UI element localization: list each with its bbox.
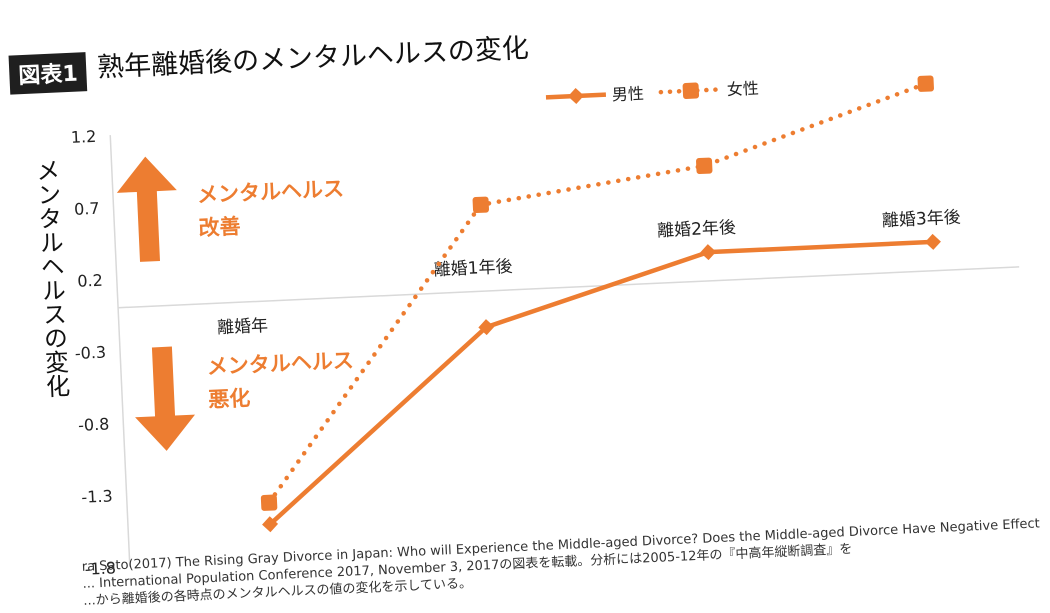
legend-label-male: 男性	[612, 84, 645, 104]
worsen-label-line1: メンタルヘルス	[206, 348, 355, 379]
improve-annotation: メンタルヘルス 改善	[196, 173, 346, 246]
zero-baseline	[118, 266, 1020, 309]
y-axis-line	[109, 135, 131, 567]
legend-label-female: 女性	[726, 79, 759, 99]
series-line-male	[267, 239, 936, 527]
data-point-female	[917, 75, 934, 92]
data-point-female	[260, 494, 278, 511]
arrow-down-icon	[135, 346, 196, 451]
data-point-male	[478, 319, 495, 336]
y-tick-label: 0.2	[77, 271, 103, 291]
legend-marker-female	[682, 82, 700, 99]
improve-label-line1: メンタルヘルス	[196, 176, 345, 208]
y-tick-label: -0.8	[78, 414, 110, 434]
series-line-female	[266, 81, 928, 505]
data-point-male	[700, 244, 717, 261]
category-label: 離婚年	[217, 316, 269, 338]
y-tick-label: 0.7	[74, 199, 100, 219]
data-point-female	[696, 157, 713, 175]
y-tick-label: -1.8	[84, 558, 116, 578]
y-tick-label: -1.3	[81, 486, 113, 506]
arrow-up-icon	[116, 156, 177, 262]
y-tick-label: 1.2	[70, 127, 96, 147]
category-label: 離婚3年後	[881, 208, 961, 232]
improve-label-line2: 改善	[198, 214, 242, 241]
line-chart: 1.2 0.7 0.2 -0.3 -0.8 -1.3 -1.8 離婚年 離婚1年後 離婚2年後 離婚…	[70, 75, 1020, 579]
legend-marker-male	[567, 87, 584, 104]
worsen-annotation: メンタルヘルス 悪化	[206, 344, 356, 417]
figure-stage: 図表1 熟年離婚後のメンタルヘルスの変化 メンタルヘルスの変化 1.2 0.7 0.…	[8, 33, 1040, 609]
category-label: 離婚2年後	[657, 218, 737, 242]
worsen-label-line2: 悪化	[207, 386, 251, 412]
category-label: 離婚1年後	[433, 257, 513, 281]
y-tick-label: -0.3	[74, 343, 106, 363]
data-point-male	[924, 233, 941, 250]
data-point-female	[472, 196, 490, 214]
legend-line-female	[658, 87, 724, 95]
data-point-male	[262, 516, 279, 533]
